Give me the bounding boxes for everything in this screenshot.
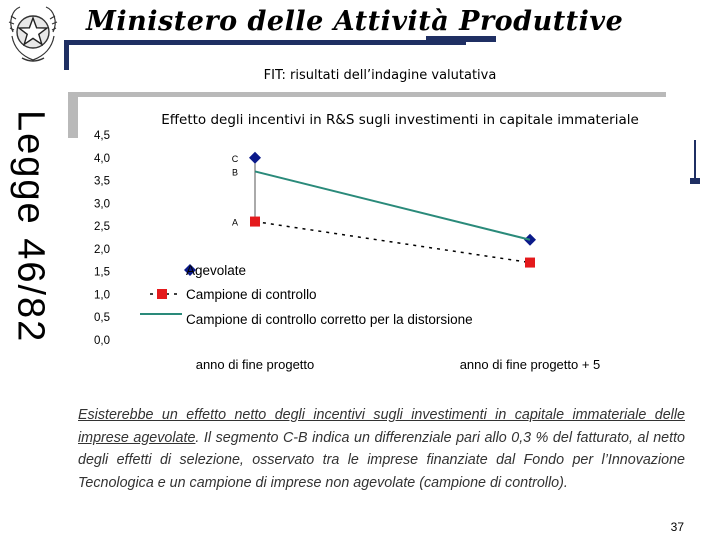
point-controllo	[525, 257, 535, 268]
y-tick-label: 0,5	[94, 312, 110, 324]
header-bar-right	[426, 36, 496, 42]
legend-label: Agevolate	[186, 263, 246, 278]
right-tick	[690, 178, 700, 184]
side-title: Legge 46/82	[6, 102, 54, 352]
ministry-title: Ministero delle Attività Produttive	[86, 6, 624, 37]
page-subtitle: FIT: risultati dell’indagine valutativa	[263, 68, 497, 83]
header-bar-vertical	[64, 40, 69, 70]
y-tick-label: 4,0	[94, 153, 110, 165]
body-text-underlined: Esisterebbe un effetto netto degli incen…	[78, 407, 685, 446]
legend-symbol-agevolate	[184, 264, 196, 276]
legend-label: Campione di controllo corretto per la di…	[186, 312, 473, 327]
point-agevolate	[249, 151, 261, 164]
header-bar-left	[66, 40, 466, 45]
side-title-text: Legge 46/82	[9, 110, 52, 344]
y-tick-label: 2,0	[94, 244, 110, 256]
y-tick-label: 4,5	[94, 130, 110, 142]
top-bar-grey	[68, 92, 666, 97]
point-label-b: B	[232, 167, 238, 177]
x-tick-label: anno di fine progetto	[196, 357, 315, 372]
y-tick-label: 0,0	[94, 335, 110, 347]
y-tick-label: 3,0	[94, 198, 110, 210]
legend-label: Campione di controllo	[186, 287, 317, 302]
point-controllo	[250, 216, 260, 227]
series-line-controllo	[254, 220, 531, 264]
x-tick-label: anno di fine progetto + 5	[460, 357, 601, 372]
legend-symbol-controllo	[157, 289, 167, 299]
y-tick-label: 1,0	[94, 289, 110, 301]
right-line	[694, 140, 696, 180]
y-tick-label: 3,5	[94, 176, 110, 188]
side-bar-grey	[68, 92, 78, 138]
body-text: Esisterebbe un effetto netto degli incen…	[78, 404, 685, 494]
page-number: 37	[670, 520, 684, 534]
chart-title: Effetto degli incentivi in R&S sugli inv…	[161, 112, 639, 128]
series-line-corretto	[254, 170, 531, 241]
republic-emblem-icon	[8, 6, 58, 62]
y-tick-label: 2,5	[94, 221, 110, 233]
body-text-rest: . Il segmento C-B indica un differenzial…	[78, 429, 685, 491]
point-label-a: A	[232, 218, 238, 228]
y-tick-label: 1,5	[94, 267, 110, 279]
point-label-c: C	[232, 154, 239, 164]
